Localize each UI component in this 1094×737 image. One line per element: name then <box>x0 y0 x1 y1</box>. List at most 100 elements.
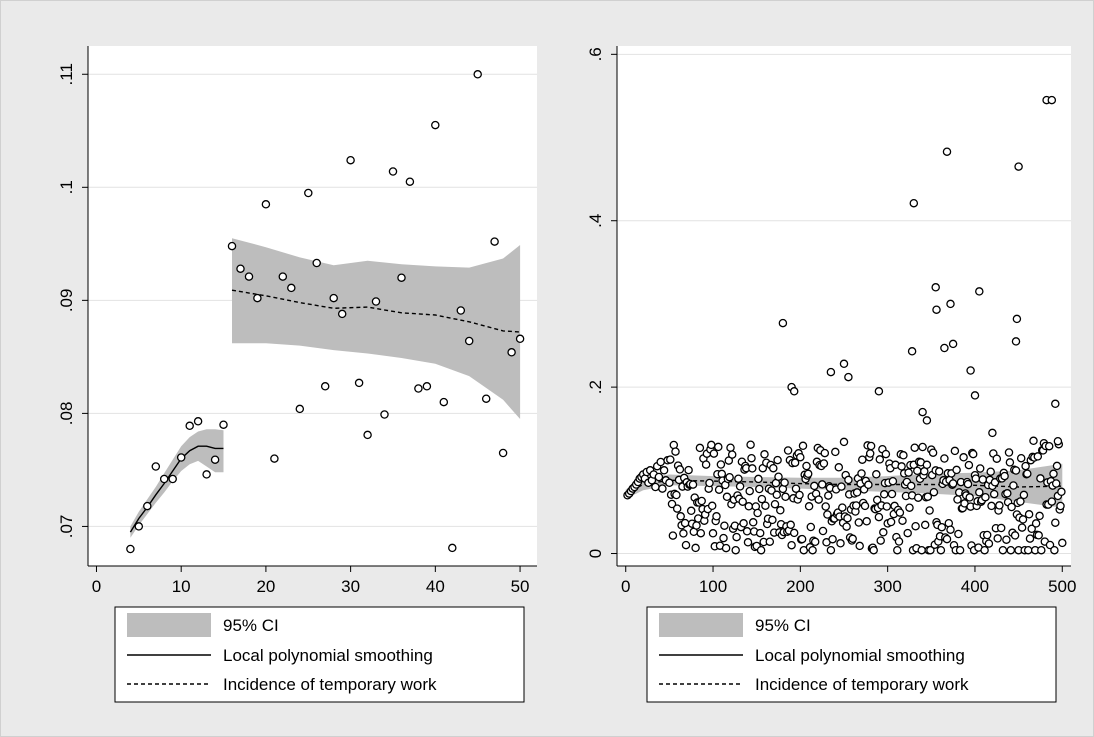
right-point-420 <box>1010 531 1020 540</box>
left-point-38 <box>448 543 457 553</box>
right-point-492 <box>966 366 975 375</box>
left-ytick-label-0: .07 <box>57 515 76 539</box>
left-point-30 <box>380 410 389 419</box>
right-point-346 <box>946 525 955 534</box>
right-point-125 <box>753 508 762 518</box>
left-point-11 <box>219 420 228 429</box>
right-point-361 <box>959 453 968 462</box>
right-point-87 <box>720 521 729 530</box>
left-point-10 <box>210 455 220 464</box>
right-point-173 <box>795 490 804 500</box>
left-point-20 <box>295 404 305 414</box>
right-point-244 <box>857 469 866 478</box>
left-point-46 <box>515 334 525 344</box>
right-point-474 <box>1058 538 1067 548</box>
right-point-386 <box>981 492 990 502</box>
right-point-450 <box>1037 545 1046 555</box>
right-data-points <box>623 95 1067 555</box>
right-point-319 <box>922 460 932 470</box>
right-point-40 <box>679 529 688 538</box>
right-point-89 <box>721 543 731 553</box>
right-point-491 <box>948 339 958 349</box>
right-point-320 <box>923 492 933 501</box>
right-point-380 <box>975 464 985 473</box>
right-xtick-label-1: 100 <box>699 577 727 596</box>
right-point-128 <box>755 528 765 538</box>
right-point-239 <box>852 488 862 497</box>
right-point-129 <box>756 545 766 555</box>
left-point-26 <box>346 155 355 165</box>
left-point-32 <box>397 273 406 282</box>
right-point-447 <box>1034 531 1043 540</box>
right-point-202 <box>820 448 830 458</box>
right-point-27 <box>667 499 677 509</box>
right-point-354 <box>953 495 962 504</box>
right-point-287 <box>894 537 904 546</box>
right-point-160 <box>783 446 793 455</box>
right-point-305 <box>910 443 919 452</box>
right-point-323 <box>926 545 935 555</box>
right-point-406 <box>998 545 1008 555</box>
right-point-157 <box>781 492 790 502</box>
right-point-465 <box>1050 545 1059 555</box>
right-point-28 <box>668 531 678 540</box>
left-point-0 <box>126 544 135 554</box>
right-point-33 <box>672 504 682 513</box>
right-point-141 <box>767 486 776 495</box>
right-point-487 <box>932 305 941 314</box>
right-point-333 <box>934 467 944 476</box>
right-point-177 <box>798 441 808 451</box>
right-point-473 <box>1057 487 1066 497</box>
left-point-28 <box>363 430 372 440</box>
right-point-497 <box>1012 314 1022 324</box>
right-point-201 <box>819 459 829 468</box>
right-point-313 <box>917 545 926 555</box>
right-point-227 <box>842 522 851 531</box>
left-point-1 <box>134 522 144 531</box>
right-legend: 95% CI Local polynomial smoothing Incide… <box>646 606 1057 703</box>
right-point-441 <box>1029 436 1038 446</box>
left-legend-ci-label: 95% CI <box>223 616 279 635</box>
right-point-480 <box>844 372 853 382</box>
right-point-167 <box>789 528 799 538</box>
right-point-245 <box>858 455 867 464</box>
left-point-29 <box>371 297 381 306</box>
right-point-70 <box>705 478 714 488</box>
right-xtick-label-2: 200 <box>786 577 814 596</box>
right-point-258 <box>869 545 878 555</box>
right-point-134 <box>761 501 770 510</box>
left-ytick-label-1: .08 <box>57 402 76 426</box>
left-axes: .07 .08 .09 .1 .11 0 10 20 30 40 50 <box>57 46 537 596</box>
right-legend-incidence-label: Incidence of temporary work <box>755 675 969 694</box>
right-point-20 <box>658 484 667 493</box>
right-point-241 <box>854 518 864 527</box>
right-legend-smooth-label: Local polynomial smoothing <box>755 646 965 665</box>
right-point-200 <box>818 526 828 536</box>
right-point-269 <box>879 528 888 537</box>
right-point-449 <box>1036 474 1045 483</box>
right-point-209 <box>826 545 836 555</box>
left-point-37 <box>439 397 449 407</box>
right-point-421 <box>1011 466 1021 475</box>
left-point-5 <box>168 474 177 484</box>
right-point-156 <box>780 478 789 487</box>
right-point-188 <box>808 545 817 555</box>
right-point-339 <box>940 454 949 463</box>
right-xtick-label-4: 400 <box>961 577 989 596</box>
left-point-18 <box>278 272 288 281</box>
right-point-101 <box>732 532 741 542</box>
left-xtick-label-4: 40 <box>426 577 445 596</box>
right-point-437 <box>1025 534 1035 543</box>
right-point-118 <box>747 453 756 463</box>
right-point-466 <box>1051 518 1060 527</box>
right-point-261 <box>872 470 881 479</box>
right-point-434 <box>1023 469 1032 478</box>
left-point-39 <box>456 306 466 315</box>
left-data-points <box>126 70 525 554</box>
right-point-411 <box>1003 489 1012 498</box>
left-point-4 <box>159 474 169 484</box>
right-point-19 <box>656 457 665 467</box>
right-point-375 <box>971 474 981 483</box>
right-point-501 <box>1051 399 1060 409</box>
